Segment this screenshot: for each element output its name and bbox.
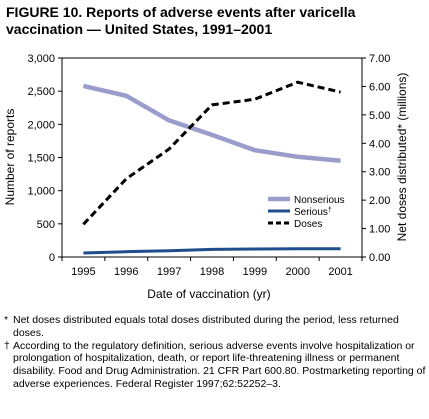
right-y-axis: 0.00 1.00 2.00 3.00 4.00 5.00 6.00 7.00 [362,53,390,264]
legend-label-serious: Serious† [294,207,332,218]
right-tick-label: 1.00 [369,224,390,236]
series-layer [82,80,341,255]
series-line-nonserious [82,83,341,164]
legend-label-nonserious: Nonserious [294,195,345,206]
line-chart: 0 500 1,000 1,500 2,000 2,500 3,000 0.00 1.00 2.… [3,53,409,301]
x-tick-label: 1999 [243,266,267,278]
x-axis: 1995 1996 1997 1998 1999 2000 2001 [61,257,363,278]
legend-label-suffix: † [328,207,332,214]
footnote-symbol: * [4,314,9,326]
right-tick-label: 5.00 [369,110,390,122]
footnote-doses: * Net doses distributed equals total dos… [4,314,426,340]
footnotes: * Net doses distributed equals total dos… [4,314,426,391]
right-tick-label: 0.00 [369,252,390,264]
x-tick-label: 2000 [285,266,309,278]
footnote-text: Net doses distributed equals total doses… [13,314,399,339]
right-tick-label: 6.00 [369,81,390,93]
left-tick-label: 0 [49,252,55,264]
x-tick-label: 1998 [200,266,224,278]
x-tick-label: 1997 [157,266,181,278]
footnote-serious: † According to the regulatory definition… [4,340,426,391]
right-tick-label: 2.00 [369,195,390,207]
right-tick-label: 4.00 [369,138,390,150]
x-axis-label: Date of vaccination (yr) [147,287,270,301]
x-tick-label: 1995 [71,266,95,278]
left-tick-label: 2,500 [27,86,55,98]
left-tick-label: 2,000 [27,119,55,131]
x-tick-label: 1996 [114,266,138,278]
legend-label-doses: Doses [294,219,322,230]
y-axis-label-left: Number of reports [3,109,17,206]
left-tick-label: 3,000 [27,53,55,65]
left-y-axis: 0 500 1,000 1,500 2,000 2,500 3,000 [27,53,62,264]
left-tick-label: 1,000 [27,186,55,198]
y-axis-label-right: Net doses distributed* (millions) [395,73,409,242]
right-tick-label: 7.00 [369,53,390,65]
figure-title: FIGURE 10. Reports of adverse events aft… [6,4,356,37]
right-tick-label: 3.00 [369,167,390,179]
left-tick-label: 1,500 [27,153,55,165]
footnote-symbol: † [4,339,10,352]
footnote-text: According to the regulatory definition, … [13,339,426,390]
left-tick-label: 500 [37,219,55,231]
x-tick-label: 2001 [328,266,352,278]
